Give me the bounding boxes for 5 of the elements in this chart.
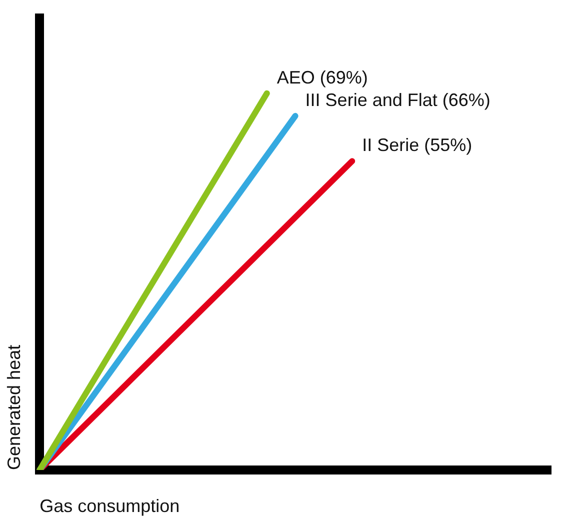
x-axis-title: Gas consumption — [40, 496, 180, 516]
series-label: AEO (69%) — [276, 67, 368, 88]
series-label: II Serie (55%) — [362, 135, 472, 156]
series-label: III Serie and Flat (66%) — [305, 90, 490, 110]
y-axis-title: Generated heat — [4, 344, 24, 470]
